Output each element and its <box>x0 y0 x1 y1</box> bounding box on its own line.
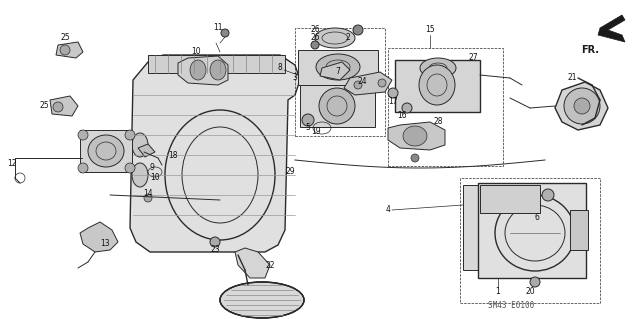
Bar <box>460 178 600 303</box>
Bar <box>80 130 132 172</box>
Circle shape <box>144 194 152 202</box>
Polygon shape <box>56 42 83 58</box>
Text: 25: 25 <box>60 33 70 41</box>
Text: 26: 26 <box>310 26 320 34</box>
Polygon shape <box>178 56 228 85</box>
Ellipse shape <box>315 28 355 48</box>
Text: 13: 13 <box>100 239 110 248</box>
Text: 21: 21 <box>567 73 577 83</box>
Polygon shape <box>555 82 608 130</box>
Polygon shape <box>344 72 392 95</box>
Polygon shape <box>130 55 300 252</box>
Text: 10: 10 <box>191 48 201 56</box>
Circle shape <box>125 163 135 173</box>
Text: 17: 17 <box>388 98 398 107</box>
Ellipse shape <box>190 60 206 80</box>
Circle shape <box>530 277 540 287</box>
Circle shape <box>210 237 220 247</box>
Bar <box>395 60 480 112</box>
Ellipse shape <box>88 135 124 167</box>
Circle shape <box>353 25 363 35</box>
Ellipse shape <box>316 54 360 80</box>
Text: 16: 16 <box>397 112 407 121</box>
Circle shape <box>354 81 362 89</box>
Text: 23: 23 <box>210 246 220 255</box>
Polygon shape <box>598 15 625 42</box>
Ellipse shape <box>420 58 456 78</box>
Bar <box>300 85 375 127</box>
Circle shape <box>311 41 319 49</box>
Ellipse shape <box>210 60 226 80</box>
Text: 19: 19 <box>311 128 321 137</box>
Text: 4: 4 <box>385 205 390 214</box>
Text: 9: 9 <box>150 164 154 173</box>
Ellipse shape <box>132 133 148 157</box>
Text: 8: 8 <box>278 63 282 72</box>
Circle shape <box>542 189 554 201</box>
Polygon shape <box>138 144 155 157</box>
Circle shape <box>78 130 88 140</box>
Polygon shape <box>50 96 78 116</box>
Circle shape <box>60 45 70 55</box>
Circle shape <box>221 29 229 37</box>
Bar <box>298 50 378 85</box>
Circle shape <box>378 79 386 87</box>
Bar <box>388 48 503 166</box>
Text: 25: 25 <box>39 100 49 109</box>
Circle shape <box>388 88 398 98</box>
Text: FR.: FR. <box>581 45 599 55</box>
Text: 11: 11 <box>213 24 223 33</box>
Bar <box>570 210 588 250</box>
Text: SM43 E0100: SM43 E0100 <box>488 300 534 309</box>
Polygon shape <box>235 248 270 278</box>
Polygon shape <box>320 62 350 80</box>
Text: 20: 20 <box>525 287 535 296</box>
Text: 22: 22 <box>265 262 275 271</box>
Ellipse shape <box>220 282 304 318</box>
Circle shape <box>53 102 63 112</box>
Bar <box>480 185 540 213</box>
Text: 7: 7 <box>335 68 340 77</box>
Text: 12: 12 <box>7 159 17 167</box>
Bar <box>148 55 285 73</box>
Text: 1: 1 <box>495 287 500 296</box>
Text: 6: 6 <box>534 213 540 222</box>
Bar <box>478 183 586 278</box>
Text: 14: 14 <box>143 189 153 197</box>
Text: 24: 24 <box>357 78 367 86</box>
Ellipse shape <box>419 65 455 105</box>
Text: 18: 18 <box>168 151 178 160</box>
Ellipse shape <box>564 88 600 124</box>
Ellipse shape <box>319 88 355 124</box>
Text: 5: 5 <box>305 123 310 132</box>
Circle shape <box>78 163 88 173</box>
Circle shape <box>302 114 314 126</box>
Bar <box>463 185 478 270</box>
Polygon shape <box>388 122 445 150</box>
Text: 26: 26 <box>310 33 320 42</box>
Text: 15: 15 <box>425 26 435 34</box>
Text: 3: 3 <box>292 73 298 83</box>
Text: 29: 29 <box>285 167 295 176</box>
Text: 27: 27 <box>468 54 478 63</box>
Polygon shape <box>80 222 118 252</box>
Bar <box>295 28 385 136</box>
Ellipse shape <box>132 163 148 187</box>
Ellipse shape <box>574 98 590 114</box>
Text: 2: 2 <box>346 33 350 42</box>
Text: 10: 10 <box>150 174 160 182</box>
Circle shape <box>125 130 135 140</box>
Circle shape <box>411 154 419 162</box>
Text: 28: 28 <box>433 117 443 127</box>
Circle shape <box>402 103 412 113</box>
Ellipse shape <box>403 126 427 146</box>
